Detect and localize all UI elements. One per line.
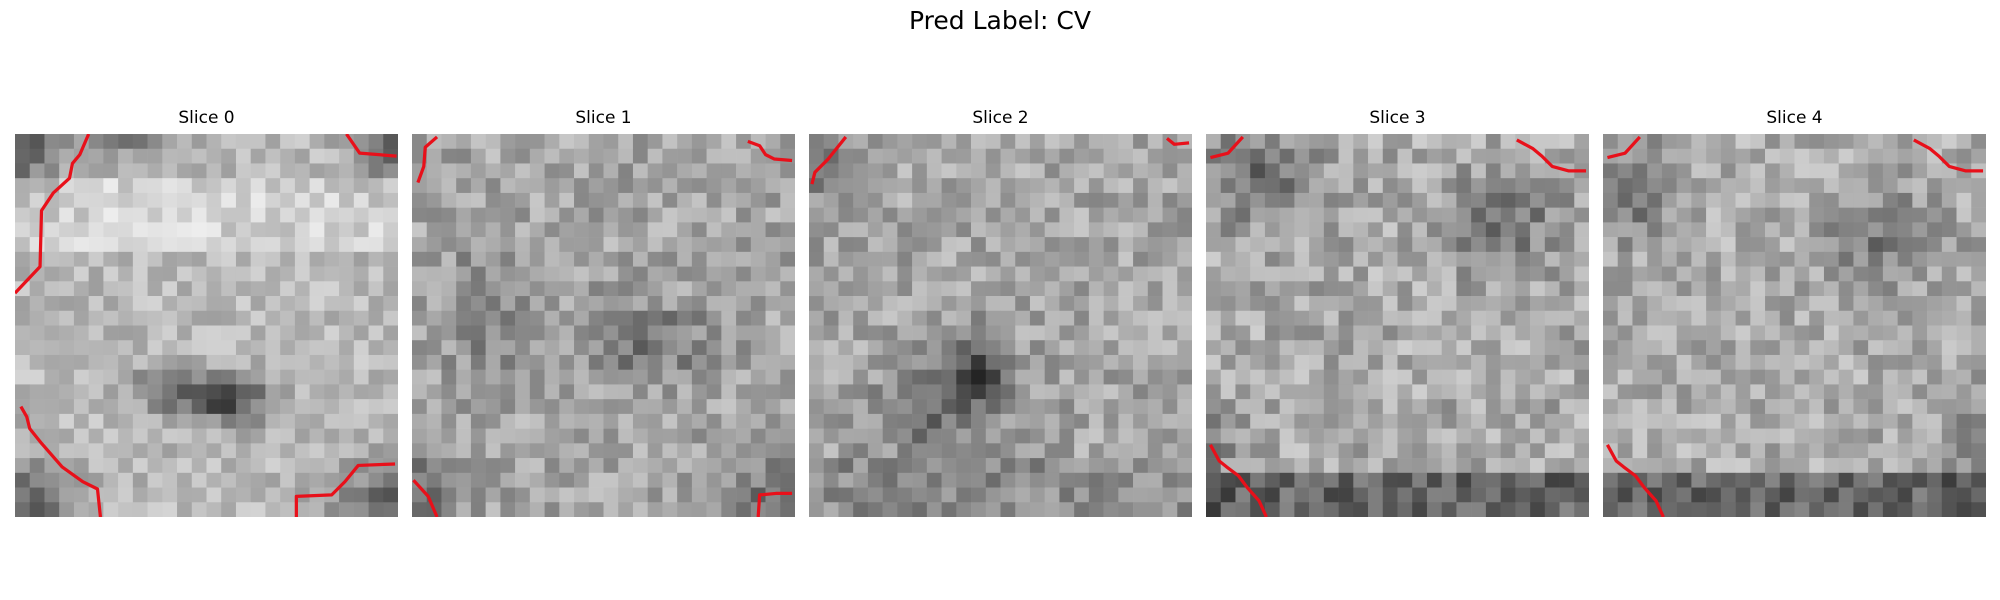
figure-title: Pred Label: CV [909, 6, 1091, 35]
slice-image-4 [1603, 134, 1986, 517]
slice-pixels-0 [15, 134, 398, 517]
slice-image-1 [412, 134, 795, 517]
slice-image-3 [1206, 134, 1589, 517]
slice-title-4: Slice 4 [1766, 108, 1823, 128]
slice-image-0 [15, 134, 398, 517]
slice-title-3: Slice 3 [1369, 108, 1426, 128]
segmentation-contour-4 [1605, 135, 1984, 517]
slice-pixels-2 [809, 134, 1192, 517]
slice-pixels-1 [412, 134, 795, 517]
segmentation-contour-3 [1208, 135, 1587, 517]
segmentation-contour-1 [412, 135, 793, 517]
slice-pixels-3 [1206, 134, 1589, 517]
slice-image-2 [809, 134, 1192, 517]
slice-title-1: Slice 1 [575, 108, 632, 128]
segmentation-contour-2 [810, 135, 1190, 185]
slice-title-2: Slice 2 [972, 108, 1029, 128]
segmentation-contour-0 [15, 134, 397, 517]
slice-pixels-4 [1603, 134, 1986, 517]
slice-title-0: Slice 0 [178, 108, 235, 128]
